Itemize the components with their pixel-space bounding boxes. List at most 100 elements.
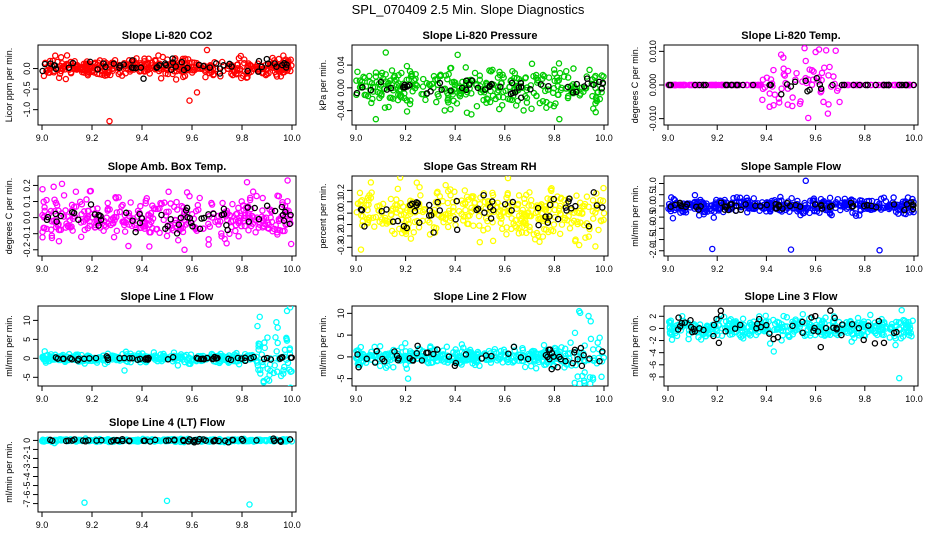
data-point <box>890 201 898 208</box>
data-point <box>573 88 580 96</box>
data-point <box>273 73 281 80</box>
data-point <box>391 348 398 355</box>
series-subset <box>674 307 900 351</box>
data-point <box>241 354 249 362</box>
data-point <box>107 221 115 229</box>
data-point <box>791 78 799 86</box>
data-point <box>850 81 857 89</box>
data-point <box>200 62 207 70</box>
data-point <box>856 81 863 89</box>
data-point <box>364 92 372 100</box>
data-point <box>557 86 565 94</box>
data-point <box>162 225 169 232</box>
data-point <box>74 65 82 73</box>
data-point <box>434 346 441 353</box>
data-point <box>219 199 226 207</box>
data-point <box>248 437 256 444</box>
data-point <box>780 71 788 78</box>
data-point <box>562 204 570 211</box>
data-point <box>356 350 364 358</box>
data-point <box>466 349 473 357</box>
data-point <box>433 98 440 106</box>
data-point <box>152 57 159 65</box>
data-point <box>379 200 387 208</box>
outlier-point <box>895 374 903 382</box>
y-tick-label: -5 <box>22 482 32 490</box>
data-point <box>536 99 544 107</box>
series-all <box>39 306 295 386</box>
data-point <box>524 355 532 363</box>
data-point <box>274 339 281 347</box>
data-points <box>353 307 608 386</box>
data-point <box>585 233 593 240</box>
y-axis-label: Licor ppm per min. <box>4 48 14 123</box>
y-tick-label: 10 <box>22 315 32 325</box>
data-point <box>388 227 396 235</box>
data-point <box>402 348 409 355</box>
data-point <box>822 324 830 332</box>
panel-title: Slope Line 2 Flow <box>434 291 527 303</box>
data-point <box>169 353 177 361</box>
data-point <box>860 202 868 209</box>
data-point <box>247 68 255 76</box>
data-point <box>796 203 804 210</box>
outlier-point <box>367 179 375 186</box>
data-point <box>463 77 470 84</box>
data-point <box>832 201 839 208</box>
data-point <box>466 212 473 219</box>
data-point <box>493 349 500 357</box>
data-point <box>778 91 785 98</box>
data-point <box>499 94 507 101</box>
data-point <box>537 81 545 88</box>
data-point <box>717 312 725 320</box>
data-point <box>787 83 795 90</box>
data-point <box>709 81 716 89</box>
data-point <box>48 232 56 239</box>
data-point <box>122 209 130 217</box>
data-point <box>408 70 415 78</box>
data-point <box>789 102 796 110</box>
outlier-point <box>787 246 795 253</box>
data-point <box>781 322 789 330</box>
data-point <box>585 203 592 211</box>
data-point <box>238 435 246 443</box>
data-point <box>463 109 471 116</box>
data-point <box>262 71 270 79</box>
data-point <box>518 229 526 236</box>
data-point <box>587 318 594 325</box>
data-point <box>276 68 283 75</box>
data-point <box>259 358 266 366</box>
data-point <box>50 217 57 225</box>
data-point <box>831 314 838 322</box>
data-point <box>808 66 816 74</box>
data-point <box>238 198 245 205</box>
y-tick-label: -0.2 <box>336 228 346 244</box>
data-point <box>407 235 415 242</box>
data-point <box>140 75 147 82</box>
x-tick-label: 10.0 <box>283 394 301 404</box>
data-point <box>574 218 581 226</box>
data-point <box>883 203 891 211</box>
data-point <box>598 72 606 79</box>
data-point <box>387 195 395 203</box>
data-point <box>772 205 779 212</box>
data-point <box>763 74 771 81</box>
data-point <box>585 312 592 320</box>
x-tick-label: 9.0 <box>36 133 49 143</box>
data-point <box>488 352 495 360</box>
data-point <box>551 77 558 85</box>
data-point <box>387 84 395 92</box>
data-point <box>72 188 80 195</box>
data-point <box>147 218 155 226</box>
data-point <box>585 222 593 230</box>
y-tick-label: -1.0 <box>648 221 658 237</box>
data-point <box>556 202 564 210</box>
data-point <box>259 207 266 214</box>
data-point <box>116 62 124 69</box>
data-point <box>268 218 276 226</box>
panel-3: Slope Li-820 Temp. 9.0 9.2 9.4 9.6 9.8 10.0 -0.… <box>630 30 923 143</box>
x-tick-label: 9.6 <box>186 520 199 530</box>
data-point <box>388 211 395 219</box>
series-all <box>38 435 296 508</box>
